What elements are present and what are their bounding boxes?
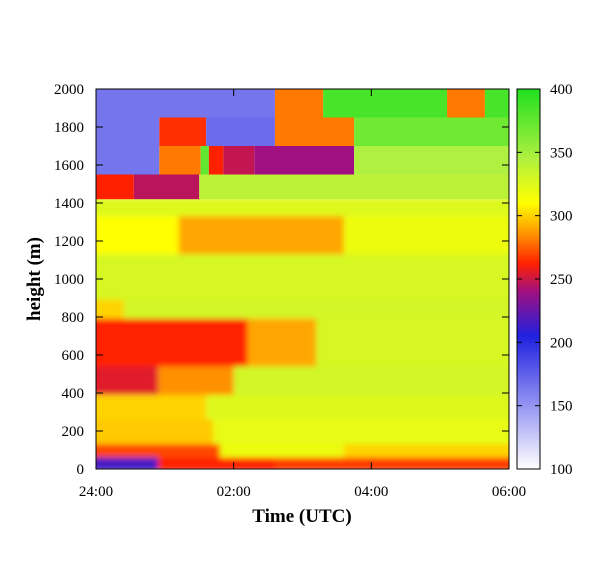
heatmap-cell <box>206 394 509 424</box>
heatmap-cell <box>96 146 160 175</box>
x-tick-label: 02:00 <box>217 484 251 500</box>
heatmap-cell <box>247 318 317 371</box>
heatmap-cell <box>96 419 214 449</box>
heatmap-cell <box>96 89 275 118</box>
y-tick-label: 800 <box>62 310 85 326</box>
colorbar-tick-label: 300 <box>550 209 573 225</box>
x-tick-label: 06:00 <box>492 484 526 500</box>
y-tick-label: 200 <box>62 424 85 440</box>
heatmap-cell <box>96 318 248 371</box>
y-tick-label: 1000 <box>54 272 84 288</box>
colorbar-tick-label: 250 <box>550 272 573 288</box>
heatmap-cell <box>484 89 509 118</box>
colorbar-tick-label: 150 <box>550 399 573 415</box>
heatmap-cell <box>219 444 344 462</box>
heatmap-cell <box>233 366 509 399</box>
heatmap-cell <box>96 254 509 304</box>
heatmap-cells <box>96 89 509 469</box>
heatmap-cell <box>343 444 509 462</box>
colorbar-axis: 100 150 200 250 300 350 400 <box>517 82 573 478</box>
y-tick-label: 2000 <box>54 82 84 98</box>
y-tick-label: 400 <box>62 386 85 402</box>
heatmap-cell <box>200 146 209 175</box>
heatmap-cell <box>274 457 509 469</box>
y-tick-label: 1400 <box>54 196 84 212</box>
colorbar-tick-label: 350 <box>550 145 573 161</box>
y-tick-label: 0 <box>77 462 85 478</box>
heatmap-cell <box>206 117 275 146</box>
heatmap-cell <box>159 117 207 146</box>
heatmap-cell <box>323 89 448 118</box>
x-tick-label: 24:00 <box>79 484 113 500</box>
y-tick-label: 1200 <box>54 234 84 250</box>
y-axis-title: height (m) <box>24 237 45 321</box>
heatmap-cell <box>157 457 275 469</box>
y-tick-label: 600 <box>62 348 85 364</box>
x-tick-label: 04:00 <box>354 484 388 500</box>
heatmap-cell <box>213 419 509 449</box>
heatmap-cell <box>96 216 179 259</box>
heatmap-cell <box>96 444 220 462</box>
heatmap-cell <box>254 146 355 175</box>
x-axis: 24:00 02:00 04:00 06:00 <box>79 89 526 500</box>
heatmap-cell <box>96 174 134 200</box>
colorbar-tick-label: 200 <box>550 335 573 351</box>
heatmap-cell <box>178 216 344 259</box>
x-axis-title: Time (UTC) <box>252 506 351 527</box>
y-tick-label: 1800 <box>54 120 84 136</box>
heatmap-cell <box>157 366 234 399</box>
y-tick-label: 1600 <box>54 158 84 174</box>
heatmap-cell <box>96 366 158 399</box>
heatmap-cell <box>354 146 509 175</box>
colorbar-tick-label: 100 <box>550 462 573 478</box>
heatmap-cell <box>159 146 201 175</box>
heatmap-cell <box>133 174 200 200</box>
heatmap-cell <box>274 117 355 146</box>
heatmap-cell <box>223 146 255 175</box>
heatmap-cell <box>96 457 158 469</box>
heatmap-cell <box>354 117 509 146</box>
y-axis: 0 200 400 600 800 1000 1200 1400 1600 1800 2000 <box>54 82 509 478</box>
heatmap-cell <box>96 394 207 424</box>
heatmap-cell <box>343 216 509 259</box>
heatmap-cell <box>208 146 224 175</box>
heatmap-cell <box>96 117 160 146</box>
heatmap-cell <box>274 89 324 118</box>
heatmap-cell <box>447 89 485 118</box>
heatmap-cell <box>199 174 509 200</box>
heatmap-cell <box>316 318 509 371</box>
colorbar-tick-label: 400 <box>550 82 573 98</box>
heatmap-cell <box>96 197 509 221</box>
heatmap-cell <box>123 299 509 323</box>
